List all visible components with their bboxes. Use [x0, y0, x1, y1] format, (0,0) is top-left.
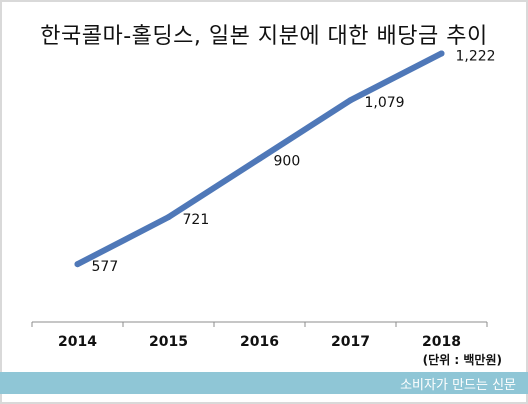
- x-tick-label-2016: 2016: [240, 334, 279, 350]
- x-tick-label-2014: 2014: [58, 334, 97, 350]
- data-label-2014: 577: [92, 259, 119, 275]
- x-tick-label-2018: 2018: [422, 334, 461, 350]
- x-tick-label-2017: 2017: [331, 334, 370, 350]
- data-point-2017: [347, 97, 354, 104]
- data-point-2014: [74, 261, 81, 268]
- source-bar: 소비자가 만드는 신문: [0, 372, 528, 394]
- data-point-2018: [438, 50, 445, 57]
- x-tick-label-2015: 2015: [149, 334, 188, 350]
- data-label-2015: 721: [183, 212, 210, 228]
- source-label: 소비자가 만드는 신문: [400, 378, 516, 393]
- unit-note: (단위 : 백만원): [422, 353, 502, 367]
- chart-title: 한국콜마-홀딩스, 일본 지분에 대한 배당금 추이: [40, 24, 488, 49]
- data-point-2015: [165, 214, 172, 221]
- data-point-2016: [256, 155, 263, 162]
- data-label-2018: 1,222: [456, 48, 496, 64]
- data-label-2016: 900: [274, 154, 301, 170]
- data-label-2017: 1,079: [365, 95, 405, 111]
